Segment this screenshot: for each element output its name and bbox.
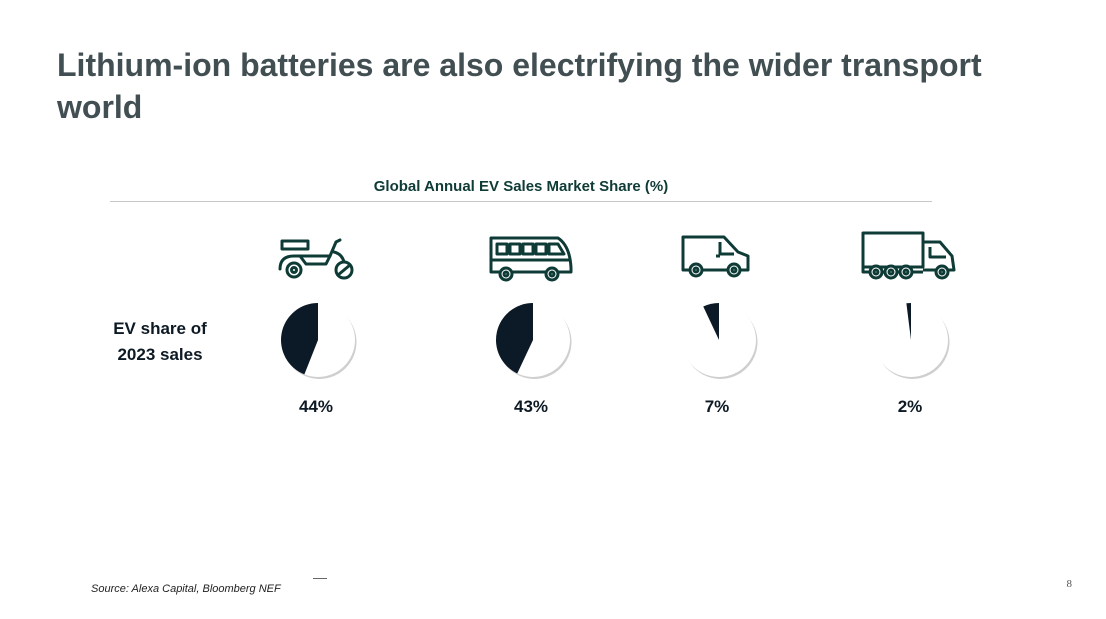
pie-chart-svg xyxy=(874,303,950,379)
pie-ev-share-slice xyxy=(703,303,719,340)
source-note: Source: Alexa Capital, Bloomberg NEF xyxy=(91,583,281,595)
pie-ev-share-slice xyxy=(280,303,318,375)
scooter-icon xyxy=(276,234,356,282)
ev-share-row-label: EV share of 2023 sales xyxy=(113,319,207,364)
slide-title: Lithium-ion batteries are also electrify… xyxy=(57,47,982,125)
pie-two-wheeler xyxy=(278,300,358,380)
pie-chart-svg xyxy=(496,303,572,379)
pie-chart-svg xyxy=(682,303,758,379)
pct-label-two-wheeler: 44% xyxy=(298,397,334,416)
pie-bus xyxy=(493,300,573,380)
pct-label-van: 7% xyxy=(704,397,730,416)
pie-ev-share-slice xyxy=(906,303,911,340)
truck-icon xyxy=(860,230,958,282)
pie-truck xyxy=(871,300,951,380)
bus-icon xyxy=(488,234,574,282)
chart-title-divider xyxy=(110,201,932,202)
pct-label-bus: 43% xyxy=(513,397,549,416)
pie-ev-share-slice xyxy=(496,303,533,374)
pie-van xyxy=(679,300,759,380)
pct-label-truck: 2% xyxy=(897,397,923,416)
chart-title: Global Annual EV Sales Market Share (%) xyxy=(373,178,669,195)
van-icon xyxy=(680,232,752,280)
page-number: 8 xyxy=(1066,578,1073,590)
decorative-dash xyxy=(313,578,327,579)
pie-chart-svg xyxy=(280,303,357,379)
